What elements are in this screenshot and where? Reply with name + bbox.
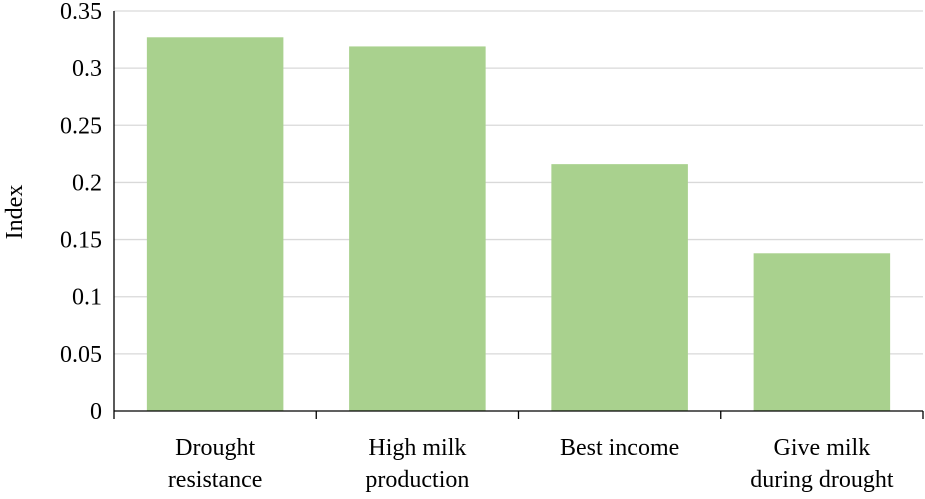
- y-axis-label: Index: [2, 185, 28, 240]
- y-tick-label: 0.1: [72, 285, 102, 311]
- y-tick-label: 0.35: [60, 0, 102, 25]
- bars: [146, 37, 891, 412]
- x-tick-label-line: Drought: [175, 435, 255, 461]
- x-tick-labels: Drought resistance High milk production Best…: [168, 435, 894, 493]
- y-tick-label: 0.15: [60, 228, 102, 254]
- x-tick-label-line: Give milk: [774, 435, 871, 461]
- y-tick-label: 0.05: [60, 342, 102, 368]
- x-tick-label-line: during drought: [750, 467, 894, 493]
- x-tick-label-line: resistance: [168, 467, 263, 493]
- x-tick-label: Give milk during drought: [750, 435, 894, 493]
- y-tick-label: 0.25: [60, 113, 102, 139]
- x-tick-label-line: High milk: [368, 435, 466, 461]
- y-tick-label: 0: [90, 399, 102, 425]
- x-tick-label: Best income: [560, 435, 679, 461]
- y-tick-labels: 0 0.05 0.1 0.15 0.2 0.25 0.3 0.35: [60, 0, 102, 425]
- bar: [753, 253, 891, 411]
- bar: [349, 46, 486, 412]
- bar: [146, 37, 284, 412]
- x-tick-label-line: Best income: [560, 435, 679, 461]
- x-tick-label-line: production: [365, 467, 469, 493]
- y-tick-label: 0.3: [72, 56, 102, 82]
- axes: [113, 11, 924, 419]
- x-tick-label: High milk production: [365, 435, 469, 493]
- y-tick-label: 0.2: [72, 170, 102, 196]
- x-tick-label: Drought resistance: [168, 435, 263, 493]
- bar: [551, 164, 688, 411]
